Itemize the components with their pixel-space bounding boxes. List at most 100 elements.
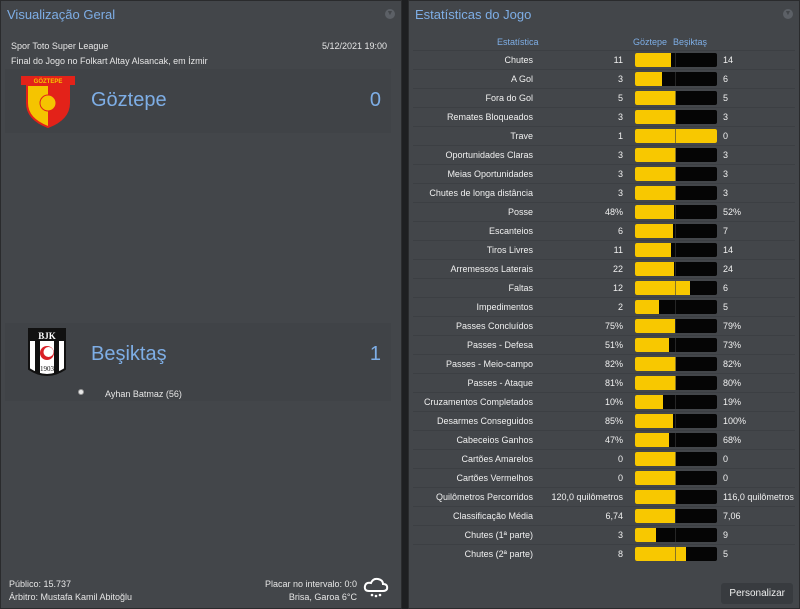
stat-home-value: 22 xyxy=(612,264,623,274)
stat-row: Passes - Ataque 81% 80% xyxy=(413,373,795,391)
stat-home-value: 2 xyxy=(617,302,623,312)
stat-bar xyxy=(635,338,717,352)
stat-row: Fora do Gol 5 5 xyxy=(413,88,795,106)
stat-home-value: 120,0 quilômetros xyxy=(551,492,623,502)
stat-row: Cartões Amarelos 0 0 xyxy=(413,449,795,467)
stat-bar xyxy=(635,91,717,105)
stat-bar-fill xyxy=(635,91,676,105)
besiktas-crest-icon: BJK 1903 xyxy=(28,328,66,376)
collapse-icon[interactable]: ▼ xyxy=(783,9,793,19)
stat-bar-fill xyxy=(635,72,663,86)
stat-bar xyxy=(635,205,717,219)
collapse-icon[interactable]: ▼ xyxy=(385,9,395,19)
stat-label: Passes Concluídos xyxy=(455,321,533,331)
stat-label: Arremessos Laterais xyxy=(450,264,533,274)
stat-bar xyxy=(635,167,717,181)
stat-away-value: 52% xyxy=(723,207,742,217)
overview-title: Visualização Geral xyxy=(7,7,116,22)
stat-home-value: 3 xyxy=(617,150,623,160)
stat-home-value: 85% xyxy=(604,416,623,426)
stat-bar-midline xyxy=(675,53,676,67)
stat-label: Cartões Amarelos xyxy=(461,454,533,464)
stat-row: Desarmes Conseguidos 85% 100% xyxy=(413,411,795,429)
away-score: 1 xyxy=(369,343,381,365)
stat-bar-fill xyxy=(635,300,659,314)
stat-bar-fill xyxy=(635,205,675,219)
stat-bar-midline xyxy=(675,205,676,219)
stat-bar-fill xyxy=(635,338,669,352)
stat-away-value: 14 xyxy=(723,55,734,65)
stat-bar xyxy=(635,72,717,86)
col-stat-header[interactable]: Estatística xyxy=(497,37,539,47)
stat-bar xyxy=(635,357,717,371)
stat-bar-midline xyxy=(675,186,676,200)
match-datetime: 5/12/2021 19:00 xyxy=(321,41,387,51)
stat-label: Classificação Média xyxy=(452,511,533,521)
stat-row: Quilômetros Percorridos 120,0 quilômetros… xyxy=(413,487,795,505)
col-home-header[interactable]: Göztepe xyxy=(633,37,668,47)
stat-away-value: 3 xyxy=(723,188,729,198)
home-score: 0 xyxy=(369,89,381,111)
customize-button[interactable]: Personalizar xyxy=(721,583,793,604)
stat-bar xyxy=(635,490,717,504)
stat-home-value: 5 xyxy=(617,93,623,103)
stat-bar-midline xyxy=(675,262,676,276)
stat-bar xyxy=(635,376,717,390)
stat-label: Oportunidades Claras xyxy=(445,150,533,160)
stat-bar-fill xyxy=(635,129,717,143)
stat-home-value: 0 xyxy=(617,473,623,483)
stat-row: Chutes de longa distância 3 3 xyxy=(413,183,795,201)
stat-bar-midline xyxy=(675,414,676,428)
stat-home-value: 6 xyxy=(617,226,623,236)
stat-home-value: 3 xyxy=(617,74,623,84)
stat-row: Oportunidades Claras 3 3 xyxy=(413,145,795,163)
stat-home-value: 10% xyxy=(604,397,623,407)
stat-away-value: 6 xyxy=(723,283,729,293)
stat-bar-midline xyxy=(675,129,676,143)
stat-bar xyxy=(635,414,717,428)
svg-text:1903: 1903 xyxy=(40,365,55,373)
stat-row: Arremessos Laterais 22 24 xyxy=(413,259,795,277)
stat-away-value: 116,0 quilômetros xyxy=(723,492,794,502)
stat-away-value: 5 xyxy=(723,302,729,312)
stat-row: Chutes (1ª parte) 3 9 xyxy=(413,525,795,543)
stat-row: Faltas 12 6 xyxy=(413,278,795,296)
home-team-name[interactable]: Göztepe xyxy=(91,89,167,111)
stat-bar xyxy=(635,262,717,276)
goal-scorer[interactable]: Ayhan Batmaz (56) xyxy=(105,389,182,399)
stat-bar-fill xyxy=(635,224,673,238)
stat-away-value: 5 xyxy=(723,93,729,103)
svg-text:GÖZTEPE: GÖZTEPE xyxy=(34,78,63,85)
stat-label: Chutes de longa distância xyxy=(429,188,533,198)
stat-label: Escanteios xyxy=(488,226,533,236)
stat-bar-midline xyxy=(675,376,676,390)
stat-bar-midline xyxy=(675,452,676,466)
stat-away-value: 5 xyxy=(723,549,729,559)
stat-away-value: 19% xyxy=(723,397,742,407)
stat-bar-fill xyxy=(635,528,656,542)
stat-bar-midline xyxy=(675,338,676,352)
stat-bar-midline xyxy=(675,167,676,181)
stat-label: Quilômetros Percorridos xyxy=(435,492,533,502)
stat-row: Chutes (2ª parte) 8 5 xyxy=(413,544,795,562)
stat-home-value: 51% xyxy=(604,340,623,350)
home-team-block: GÖZTEPE Göztepe 0 xyxy=(5,69,391,133)
stat-row: Posse 48% 52% xyxy=(413,202,795,220)
stat-home-value: 3 xyxy=(617,188,623,198)
stat-away-value: 24 xyxy=(723,264,734,274)
stat-bar-midline xyxy=(675,281,676,295)
stat-home-value: 11 xyxy=(613,245,623,255)
stat-label: Cabeceios Ganhos xyxy=(456,435,533,445)
stat-bar-fill xyxy=(635,186,676,200)
stat-home-value: 1 xyxy=(617,131,623,141)
stat-home-value: 3 xyxy=(617,112,623,122)
stat-bar-fill xyxy=(635,395,663,409)
stat-bar-fill xyxy=(635,376,676,390)
stat-home-value: 75% xyxy=(604,321,623,331)
col-away-header[interactable]: Beşiktaş xyxy=(673,37,708,47)
away-team-name[interactable]: Beşiktaş xyxy=(91,343,167,365)
stat-away-value: 68% xyxy=(723,435,742,445)
stat-bar-midline xyxy=(675,72,676,86)
stat-bar-midline xyxy=(675,243,676,257)
stat-row: Cartões Vermelhos 0 0 xyxy=(413,468,795,486)
